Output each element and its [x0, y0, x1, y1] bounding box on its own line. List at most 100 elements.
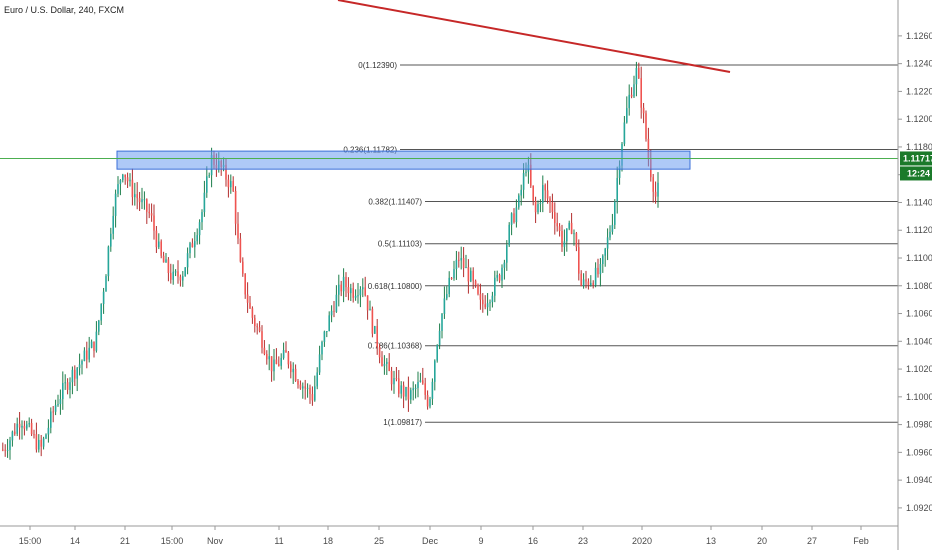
candle-body: [400, 385, 402, 394]
candle-body: [268, 356, 270, 360]
x-tick-label: 20: [757, 536, 767, 546]
candle-body: [33, 434, 35, 436]
candle-body: [304, 386, 306, 389]
x-tick-label: 16: [528, 536, 538, 546]
candle-body: [227, 179, 230, 188]
candle-body: [388, 361, 390, 371]
candle-body: [292, 368, 294, 373]
fib-level-label: 1(1.09817): [383, 418, 422, 427]
candle-body: [47, 427, 50, 435]
candle-body: [582, 279, 585, 286]
candle-body: [309, 387, 311, 395]
candle-body: [350, 288, 352, 294]
candle-body: [206, 176, 208, 193]
candle-body: [273, 359, 275, 372]
candle-body: [354, 295, 357, 298]
candle-body: [345, 276, 347, 288]
candle-body: [446, 294, 448, 299]
candle-body: [506, 245, 508, 263]
candle-body: [508, 224, 510, 246]
candle-body: [95, 331, 98, 351]
candle-body: [441, 313, 443, 331]
fibonacci-retracement[interactable]: 0(1.12390) 0.236(1.11782) 0.382(1.11407) 0.…: [343, 61, 898, 427]
candle-body: [484, 304, 486, 308]
candle-body: [623, 122, 626, 144]
x-tick-label: 15:00: [161, 536, 184, 546]
x-tick-label: 21: [120, 536, 130, 546]
candle-body: [203, 192, 206, 213]
candle-body: [177, 271, 179, 277]
candle-body: [62, 383, 64, 400]
x-tick-label: 18: [323, 536, 333, 546]
candle-body: [110, 233, 112, 247]
y-tick-label: 1.10000: [906, 392, 932, 402]
candle-body: [599, 264, 602, 275]
y-axis-ticks: 1.126001.124001.122001.120001.118001.116…: [898, 31, 932, 513]
candle-body: [321, 341, 323, 355]
candle-body: [328, 315, 330, 332]
candle-body: [4, 449, 6, 451]
candle-body: [465, 267, 467, 269]
candle-body: [477, 285, 479, 294]
candle-body: [150, 213, 153, 216]
candle-body: [489, 302, 491, 304]
candle-body: [546, 190, 549, 199]
candle-body: [143, 199, 146, 201]
candle-body: [21, 425, 23, 428]
candle-body: [323, 331, 326, 342]
trendline-layer[interactable]: [337, 0, 731, 73]
y-tick-label: 1.11800: [906, 142, 932, 152]
candle-body: [378, 347, 381, 358]
candle-body: [398, 378, 400, 394]
candle-body: [568, 222, 570, 229]
candle-body: [119, 180, 122, 185]
candle-body: [107, 246, 110, 277]
candle-body: [28, 422, 30, 425]
x-tick-label: 15:00: [19, 536, 42, 546]
x-tick-label: 25: [374, 536, 384, 546]
candle-body: [544, 185, 546, 191]
candle-body: [618, 165, 621, 178]
candle-body: [340, 284, 342, 292]
candle-body: [364, 287, 366, 296]
candle-body: [532, 185, 534, 202]
candle-body: [122, 174, 124, 181]
candle-body: [431, 381, 434, 399]
candle-body: [338, 284, 340, 295]
y-tick-label: 1.10600: [906, 309, 932, 319]
candle-body: [83, 350, 86, 361]
candle-body: [347, 287, 350, 294]
candle-body: [249, 302, 251, 309]
candle-body: [414, 387, 417, 389]
candle-body: [604, 248, 606, 256]
candle-body: [386, 361, 388, 364]
candle-body: [429, 398, 431, 407]
candle-body: [129, 179, 131, 182]
candle-body: [2, 449, 4, 451]
candle-body: [453, 269, 455, 279]
candle-body: [201, 212, 203, 223]
candle-body: [470, 270, 472, 282]
candle-body: [520, 189, 522, 196]
candle-body: [434, 360, 436, 382]
y-tick-label: 1.09600: [906, 447, 932, 457]
candle-body: [160, 241, 162, 256]
candle-body: [30, 422, 33, 435]
candle-body: [556, 223, 558, 227]
candle-body: [105, 276, 107, 292]
candle-body: [318, 354, 321, 373]
candle-body: [561, 230, 563, 247]
candle-body: [635, 68, 638, 85]
candle-body: [314, 386, 316, 401]
candle-body: [42, 438, 45, 447]
candle-body: [642, 107, 645, 114]
candle-body: [239, 238, 242, 262]
resistance-zone: [116, 150, 691, 170]
candle-body: [230, 181, 232, 188]
resistance-zone-layer[interactable]: [0, 150, 898, 170]
candle-body: [246, 294, 249, 303]
candle-body: [158, 241, 160, 248]
candle-body: [299, 384, 302, 389]
candle-body: [501, 267, 503, 281]
